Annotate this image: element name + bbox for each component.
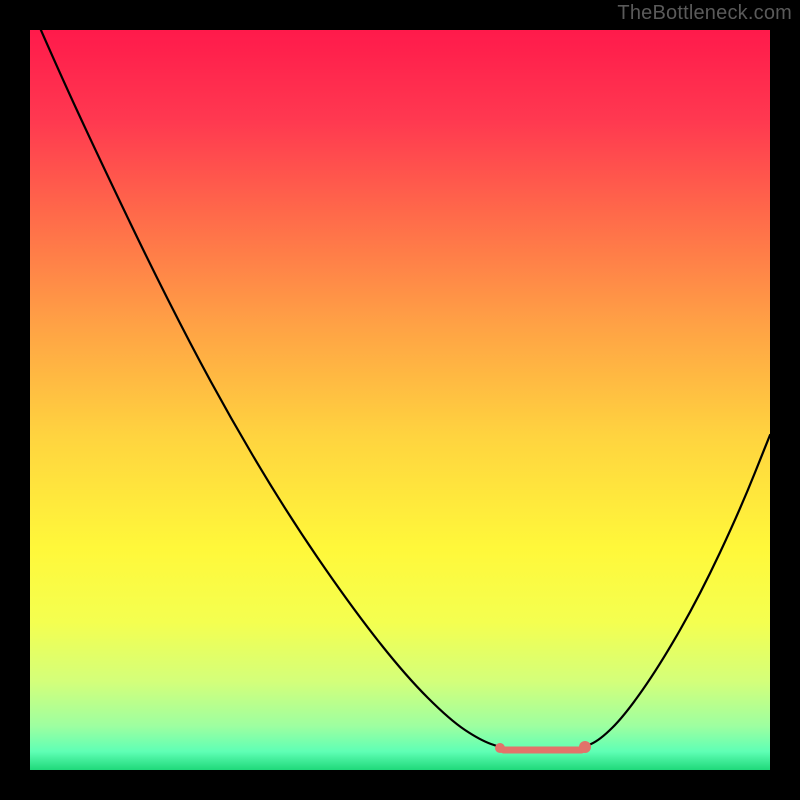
bottleneck-chart: [0, 0, 800, 800]
plot-background: [30, 30, 770, 770]
chart-container: TheBottleneck.com: [0, 0, 800, 800]
